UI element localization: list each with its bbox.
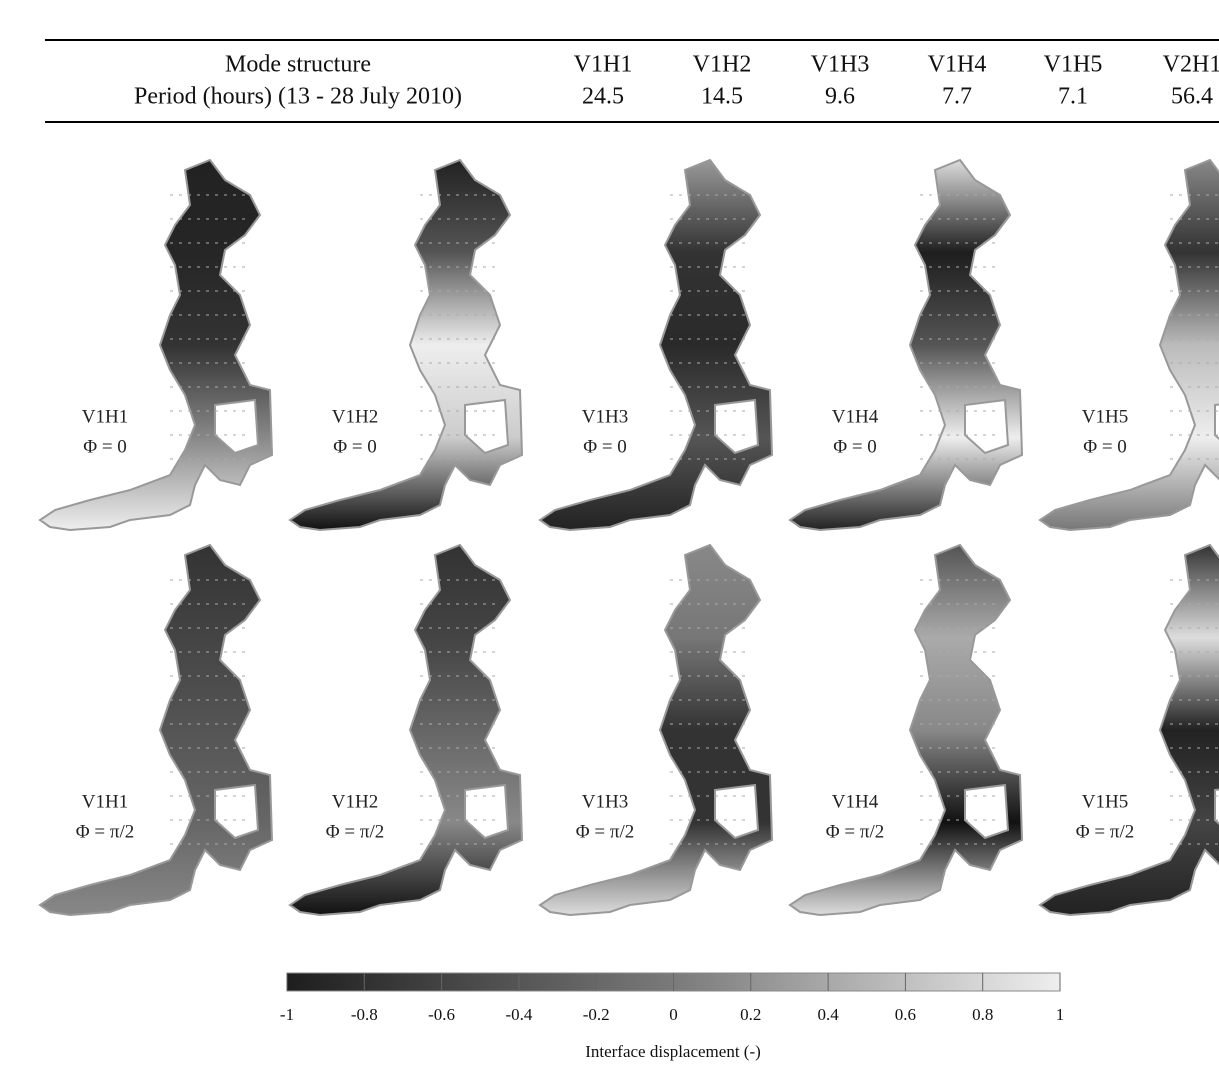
panel-phase: Φ = 0 <box>1083 436 1127 457</box>
panel-phase: Φ = 0 <box>833 436 877 457</box>
lake-outline <box>290 160 522 530</box>
table-header-cell: V1H4 <box>928 52 987 78</box>
lake-outline <box>540 160 772 530</box>
table-header-cell: V1H1 <box>574 52 633 78</box>
panel-mode: V1H3 <box>582 406 628 427</box>
panel-phase: Φ = 0 <box>583 436 627 457</box>
colorbar-tick-label: 0.4 <box>817 1005 839 1024</box>
table-cell: 24.5 <box>582 84 624 110</box>
lake-outline <box>790 160 1022 530</box>
colorbar-tick-label: -0.8 <box>351 1005 378 1024</box>
lake-map <box>540 160 772 530</box>
panel-phase: Φ = 0 <box>333 436 377 457</box>
panel-phase: Φ = π/2 <box>576 821 634 842</box>
colorbar-label: Interface displacement (-) <box>585 1042 761 1061</box>
lake-map <box>790 160 1022 530</box>
lake-outline <box>290 545 522 915</box>
lake-map <box>290 545 522 915</box>
panel-mode: V1H2 <box>332 406 378 427</box>
lake-map <box>540 545 772 915</box>
table-header-cell: V1H2 <box>693 52 752 78</box>
panel-mode: V1H1 <box>82 791 128 812</box>
panel-phase: Φ = π/2 <box>826 821 884 842</box>
lake-outline <box>790 545 1022 915</box>
table-cell: 7.7 <box>942 84 972 110</box>
table-cell: 14.5 <box>701 84 743 110</box>
page: Interface displacement (-) Mode structur… <box>0 0 1219 1068</box>
lake-map <box>40 160 272 530</box>
panel-phase: Φ = 0 <box>83 436 127 457</box>
lake-outline <box>1040 160 1219 530</box>
colorbar-tick-label: 0 <box>669 1005 678 1024</box>
table-cell: Period (hours) (13 - 28 July 2010) <box>134 84 462 110</box>
table-cell: 7.1 <box>1058 84 1088 110</box>
panel-phase: Φ = π/2 <box>1076 821 1134 842</box>
colorbar-tick-label: 0.8 <box>972 1005 993 1024</box>
lake-map <box>40 545 272 915</box>
table-header-cell: V2H1 <box>1163 52 1219 78</box>
lake-outline <box>40 545 272 915</box>
panel-mode: V1H4 <box>832 406 879 427</box>
colorbar-tick-label: 0.6 <box>895 1005 916 1024</box>
panel-mode: V1H5 <box>1082 791 1128 812</box>
panel-mode: V1H4 <box>832 791 879 812</box>
panel-phase: Φ = π/2 <box>326 821 384 842</box>
table-header-cell: V1H5 <box>1044 52 1103 78</box>
lake-map <box>290 160 522 530</box>
panel-mode: V1H1 <box>82 406 128 427</box>
lake-outline <box>40 160 272 530</box>
lake-map <box>1040 160 1219 530</box>
panel-mode: V1H5 <box>1082 406 1128 427</box>
lake-outline <box>540 545 772 915</box>
lake-outline <box>1040 545 1219 915</box>
colorbar-tick-label: -0.4 <box>505 1005 532 1024</box>
colorbar-tick-label: 0.2 <box>740 1005 761 1024</box>
panel-phase: Φ = π/2 <box>76 821 134 842</box>
table-cell: 56.4 <box>1171 84 1213 110</box>
panel-mode: V1H2 <box>332 791 378 812</box>
lake-map <box>1040 545 1219 915</box>
colorbar-tick-label: 1 <box>1056 1005 1065 1024</box>
colorbar-tick-label: -1 <box>280 1005 294 1024</box>
colorbar-tick-label: -0.6 <box>428 1005 455 1024</box>
lake-map <box>790 545 1022 915</box>
table-header-cell: Mode structure <box>225 52 371 78</box>
table-cell: 9.6 <box>825 84 855 110</box>
table-header-cell: V1H3 <box>811 52 870 78</box>
colorbar-tick-label: -0.2 <box>583 1005 610 1024</box>
panel-mode: V1H3 <box>582 791 628 812</box>
figure: Interface displacement (-) Mode structur… <box>0 0 1219 1068</box>
